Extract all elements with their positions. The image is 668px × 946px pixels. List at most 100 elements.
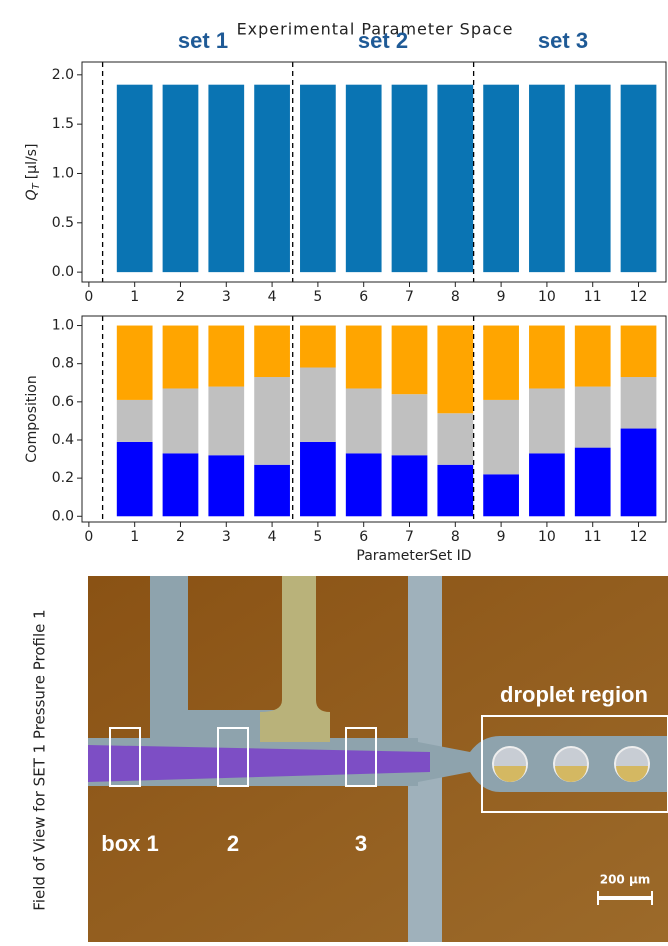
bar-segment: [208, 387, 244, 456]
bar: [346, 85, 382, 272]
bar: [575, 85, 611, 272]
x-tick-label: 11: [584, 289, 602, 305]
bar: [529, 85, 565, 272]
x-tick-label: 5: [313, 529, 322, 545]
bar-segment: [163, 326, 199, 389]
bar: [208, 85, 244, 272]
y-label-sub: T: [31, 182, 42, 189]
bar-segment: [163, 453, 199, 516]
y-tick-label: 0.2: [52, 470, 74, 486]
x-tick-label: 1: [130, 289, 139, 305]
y-axis-label: Composition: [24, 375, 40, 462]
y-axis-label: QT [µl/s]: [24, 144, 42, 201]
bar: [392, 85, 428, 272]
y-tick-label: 0.5: [52, 215, 74, 231]
bar: [254, 85, 290, 272]
x-tick-label: 4: [268, 529, 277, 545]
bar-segment: [621, 377, 657, 429]
x-tick-label: 12: [630, 289, 648, 305]
bar-segment: [529, 453, 565, 516]
bar-segment: [575, 326, 611, 387]
bar-segment: [346, 388, 382, 453]
bar-segment: [300, 442, 336, 516]
x-tick-label: 9: [497, 529, 506, 545]
bar-segment: [437, 326, 473, 414]
x-tick-label: 7: [405, 529, 414, 545]
microscope-image: box 1 2 3 droplet region 200 µm: [88, 576, 668, 942]
bar-segment: [254, 377, 290, 465]
x-axis-label: ParameterSet ID: [356, 548, 471, 564]
y-tick-label: 1.0: [52, 318, 74, 334]
x-tick-label: 12: [630, 529, 648, 545]
bar-segment: [208, 326, 244, 387]
bar: [483, 85, 519, 272]
bar-segment: [254, 465, 290, 517]
x-tick-label: 7: [405, 289, 414, 305]
x-tick-label: 6: [359, 529, 368, 545]
bar-segment: [621, 326, 657, 378]
y-tick-label: 0.6: [52, 394, 74, 410]
x-tick-label: 0: [84, 289, 93, 305]
bar-segment: [117, 326, 153, 400]
bar-segment: [529, 388, 565, 453]
box-label: 3: [355, 831, 367, 856]
bar-segment: [621, 429, 657, 517]
bar-segment: [575, 387, 611, 448]
bar-segment: [117, 442, 153, 516]
y-tick-label: 1.0: [52, 165, 74, 181]
x-tick-label: 0: [84, 529, 93, 545]
x-tick-label: 6: [359, 289, 368, 305]
bar-segment: [254, 326, 290, 378]
x-tick-label: 9: [497, 289, 506, 305]
box-label: box 1: [101, 831, 158, 856]
scale-label: 200 µm: [600, 873, 651, 887]
set-label: set 3: [538, 28, 588, 53]
droplets: [493, 747, 649, 782]
bar: [117, 85, 153, 272]
x-tick-label: 8: [451, 289, 460, 305]
region-label: droplet region: [500, 682, 648, 707]
bar-segment: [117, 400, 153, 442]
x-tick-label: 3: [222, 529, 231, 545]
y-tick-label: 0.8: [52, 356, 74, 372]
y-tick-label: 0.4: [52, 432, 74, 448]
bar-segment: [437, 413, 473, 465]
y-tick-label: 0.0: [52, 508, 74, 524]
bar-segment: [437, 465, 473, 517]
set-label: set 2: [358, 28, 408, 53]
x-tick-label: 5: [313, 289, 322, 305]
x-tick-label: 2: [176, 289, 185, 305]
bar-segment: [483, 474, 519, 516]
bar-segment: [346, 326, 382, 389]
bar: [300, 85, 336, 272]
figure: Experimental Parameter Space ParameterSe…: [0, 0, 668, 942]
x-tick-label: 11: [584, 529, 602, 545]
bar-segment: [483, 326, 519, 400]
bar-segment: [392, 326, 428, 395]
x-tick-label: 10: [538, 289, 556, 305]
bar-segment: [346, 453, 382, 516]
side-label: Field of View for SET 1 Pressure Profile…: [31, 609, 49, 910]
bar: [437, 85, 473, 272]
x-tick-label: 1: [130, 529, 139, 545]
channel: [150, 576, 188, 746]
x-tick-label: 10: [538, 529, 556, 545]
x-tick-label: 4: [268, 289, 277, 305]
bar-segment: [300, 326, 336, 368]
bar-segment: [575, 448, 611, 517]
x-tick-label: 2: [176, 529, 185, 545]
bar-segment: [300, 368, 336, 442]
y-label-main: Q: [24, 189, 40, 200]
bar-segment: [529, 326, 565, 389]
box-label: 2: [227, 831, 239, 856]
bar-segment: [392, 394, 428, 455]
bar-segment: [483, 400, 519, 474]
y-tick-label: 1.5: [52, 116, 74, 132]
y-label-unit: [µl/s]: [24, 144, 40, 180]
bar-segment: [208, 455, 244, 516]
y-tick-label: 0.0: [52, 264, 74, 280]
x-tick-label: 3: [222, 289, 231, 305]
x-tick-label: 8: [451, 529, 460, 545]
bar: [621, 85, 657, 272]
bar-segment: [163, 388, 199, 453]
